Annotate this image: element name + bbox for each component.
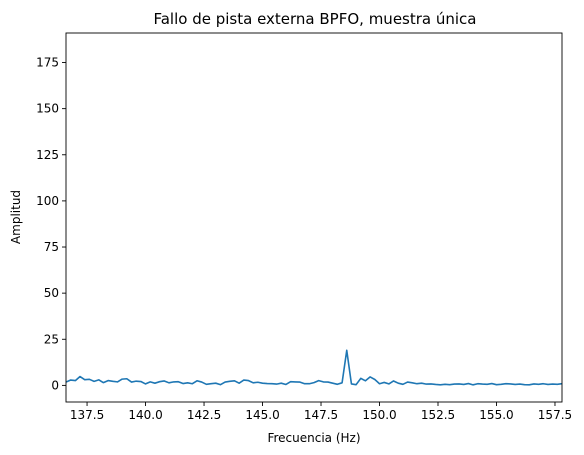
x-tick-label: 137.5 xyxy=(70,408,104,422)
x-tick-label: 147.5 xyxy=(304,408,338,422)
y-tick-label: 175 xyxy=(36,56,59,70)
x-tick-label: 145.0 xyxy=(245,408,279,422)
series-line-0 xyxy=(65,349,563,386)
x-tick-label: 157.5 xyxy=(538,408,572,422)
y-tick-label: 100 xyxy=(36,194,59,208)
y-tick-label: 0 xyxy=(51,378,59,392)
x-axis: 137.5 140.0 142.5 145.0 147.5 150.0 152.5 155.0… xyxy=(70,402,572,422)
plot-frame xyxy=(65,32,563,403)
chart-title: Fallo de pista externa BPFO, muestra úni… xyxy=(153,10,476,28)
x-tick-label: 150.0 xyxy=(362,408,396,422)
x-tick-label: 142.5 xyxy=(187,408,221,422)
plot-area xyxy=(65,349,563,386)
x-axis-label: Frecuencia (Hz) xyxy=(267,431,360,445)
y-axis-label: Amplitud xyxy=(9,190,23,244)
y-axis: 0 25 50 75 100 125 150 175 xyxy=(36,56,66,392)
y-tick-label: 50 xyxy=(44,286,59,300)
y-tick-label: 150 xyxy=(36,102,59,116)
y-tick-label: 125 xyxy=(36,148,59,162)
x-tick-label: 155.0 xyxy=(479,408,513,422)
x-tick-label: 140.0 xyxy=(128,408,162,422)
y-tick-label: 75 xyxy=(44,240,59,254)
x-tick-label: 152.5 xyxy=(421,408,455,422)
y-tick-label: 25 xyxy=(44,332,59,346)
